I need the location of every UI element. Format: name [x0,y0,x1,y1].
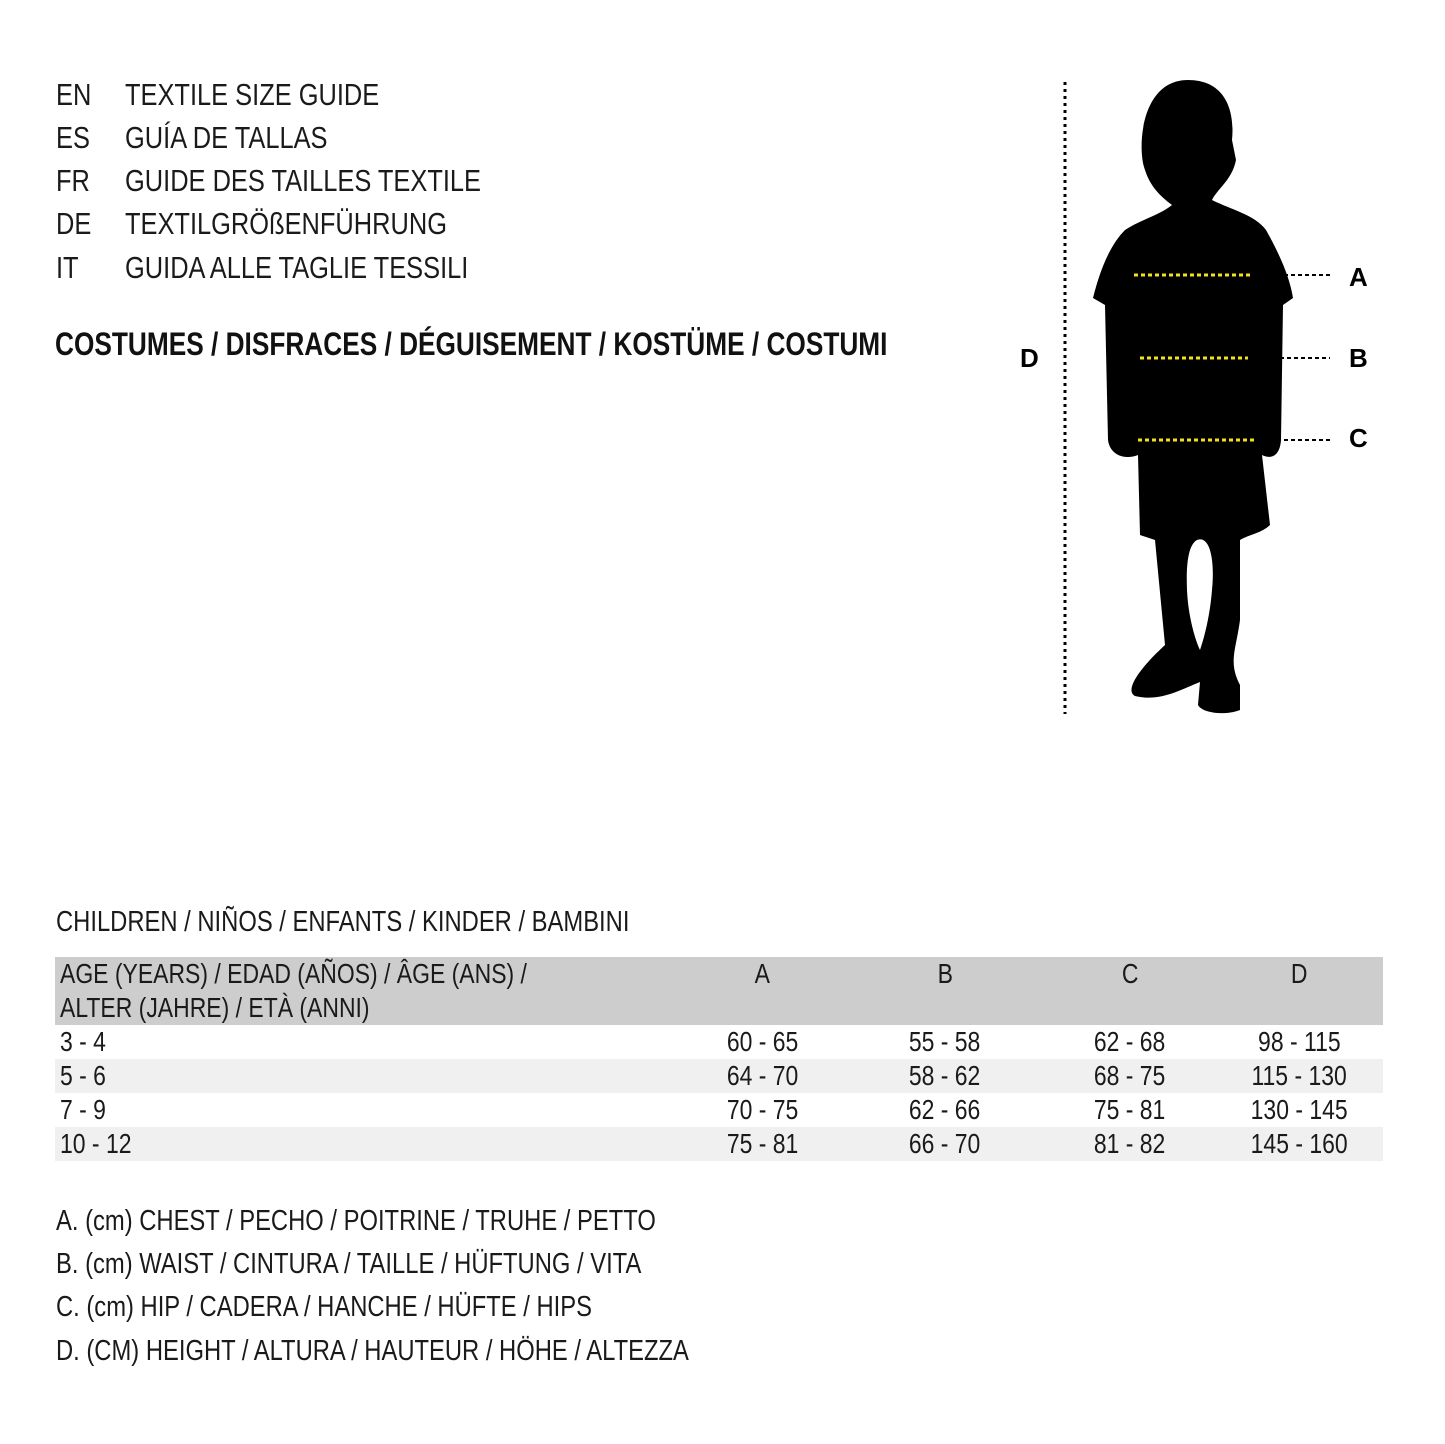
cell-b: 55 - 58 [909,1026,981,1057]
size-table: AGE (YEARS) / EDAD (AÑOS) / ÂGE (ANS) / … [55,957,1383,1161]
cell-a: 70 - 75 [726,1094,799,1125]
table-row: 5 - 6 64 - 70 58 - 62 68 - 75 115 - 130 [55,1059,1383,1093]
cell-d: 115 - 130 [1215,1059,1383,1093]
cell-c: 62 - 68 [1094,1026,1166,1057]
language-code: ES [56,120,90,155]
cell-a: 75 - 81 [680,1127,845,1161]
cell-c: 68 - 75 [1045,1059,1215,1093]
cell-b: 62 - 66 [909,1094,981,1125]
language-code: IT [56,250,79,285]
cell-age: 7 - 9 [60,1094,106,1125]
section-heading-text: COSTUMES / DISFRACES / DÉGUISEMENT / KOS… [55,326,888,362]
table-header-row: AGE (YEARS) / EDAD (AÑOS) / ÂGE (ANS) / … [55,957,1383,1025]
cell-a: 64 - 70 [680,1059,845,1093]
header-c: C [1045,957,1215,1025]
cell-age: 3 - 4 [60,1026,106,1057]
language-code: EN [56,77,92,112]
label-c: C [1349,423,1368,453]
table-row: 3 - 4 60 - 65 55 - 58 62 - 68 98 - 115 [55,1025,1383,1059]
measurement-diagram: A B C D [1020,80,1368,714]
table-row: 10 - 12 75 - 81 66 - 70 81 - 82 145 - 16… [55,1127,1383,1161]
header-a: A [680,957,845,1025]
child-silhouette [1093,80,1293,714]
cell-b: 58 - 62 [845,1059,1045,1093]
cell-d: 98 - 115 [1257,1026,1341,1057]
cell-a: 60 - 65 [726,1026,799,1057]
cell-d: 145 - 160 [1215,1127,1383,1161]
leg-gap [1186,539,1213,650]
header-b: B [845,957,1045,1025]
cell-age: 5 - 6 [55,1059,680,1093]
cell-age: 10 - 12 [55,1127,680,1161]
legend-item-hip: C. (cm) HIP / CADERA / HANCHE / HÜFTE / … [56,1291,592,1323]
language-title: GUIDA ALLE TAGLIE TESSILI [125,250,469,285]
legend-item-height: D. (CM) HEIGHT / ALTURA / HAUTEUR / HÖHE… [56,1335,689,1367]
label-d: D [1020,343,1039,373]
cell-c: 81 - 82 [1045,1127,1215,1161]
language-title: GUÍA DE TALLAS [125,120,328,155]
legend-item-chest: A. (cm) CHEST / PECHO / POITRINE / TRUHE… [56,1205,656,1237]
children-label: CHILDREN / NIÑOS / ENFANTS / KINDER / BA… [56,902,755,942]
cell-c: 75 - 81 [1094,1094,1166,1125]
legend-item-waist: B. (cm) WAIST / CINTURA / TAILLE / HÜFTU… [56,1248,642,1280]
label-a: A [1349,262,1368,292]
table-row: 7 - 9 70 - 75 62 - 66 75 - 81 130 - 145 [55,1093,1383,1127]
language-code: DE [56,206,92,241]
header-age: AGE (YEARS) / EDAD (AÑOS) / ÂGE (ANS) / … [55,957,680,1025]
language-title: GUIDE DES TAILLES TEXTILE [125,163,482,198]
cell-b: 66 - 70 [845,1127,1045,1161]
language-title: TEXTILGRÖßENFÜHRUNG [125,206,448,241]
children-label-text: CHILDREN / NIÑOS / ENFANTS / KINDER / BA… [56,906,630,938]
label-b: B [1349,343,1368,373]
section-heading: COSTUMES / DISFRACES / DÉGUISEMENT / KOS… [55,324,1070,364]
cell-d: 130 - 145 [1250,1094,1348,1125]
language-title: TEXTILE SIZE GUIDE [125,77,380,112]
language-code: FR [56,163,90,198]
header-d: D [1215,957,1383,1025]
